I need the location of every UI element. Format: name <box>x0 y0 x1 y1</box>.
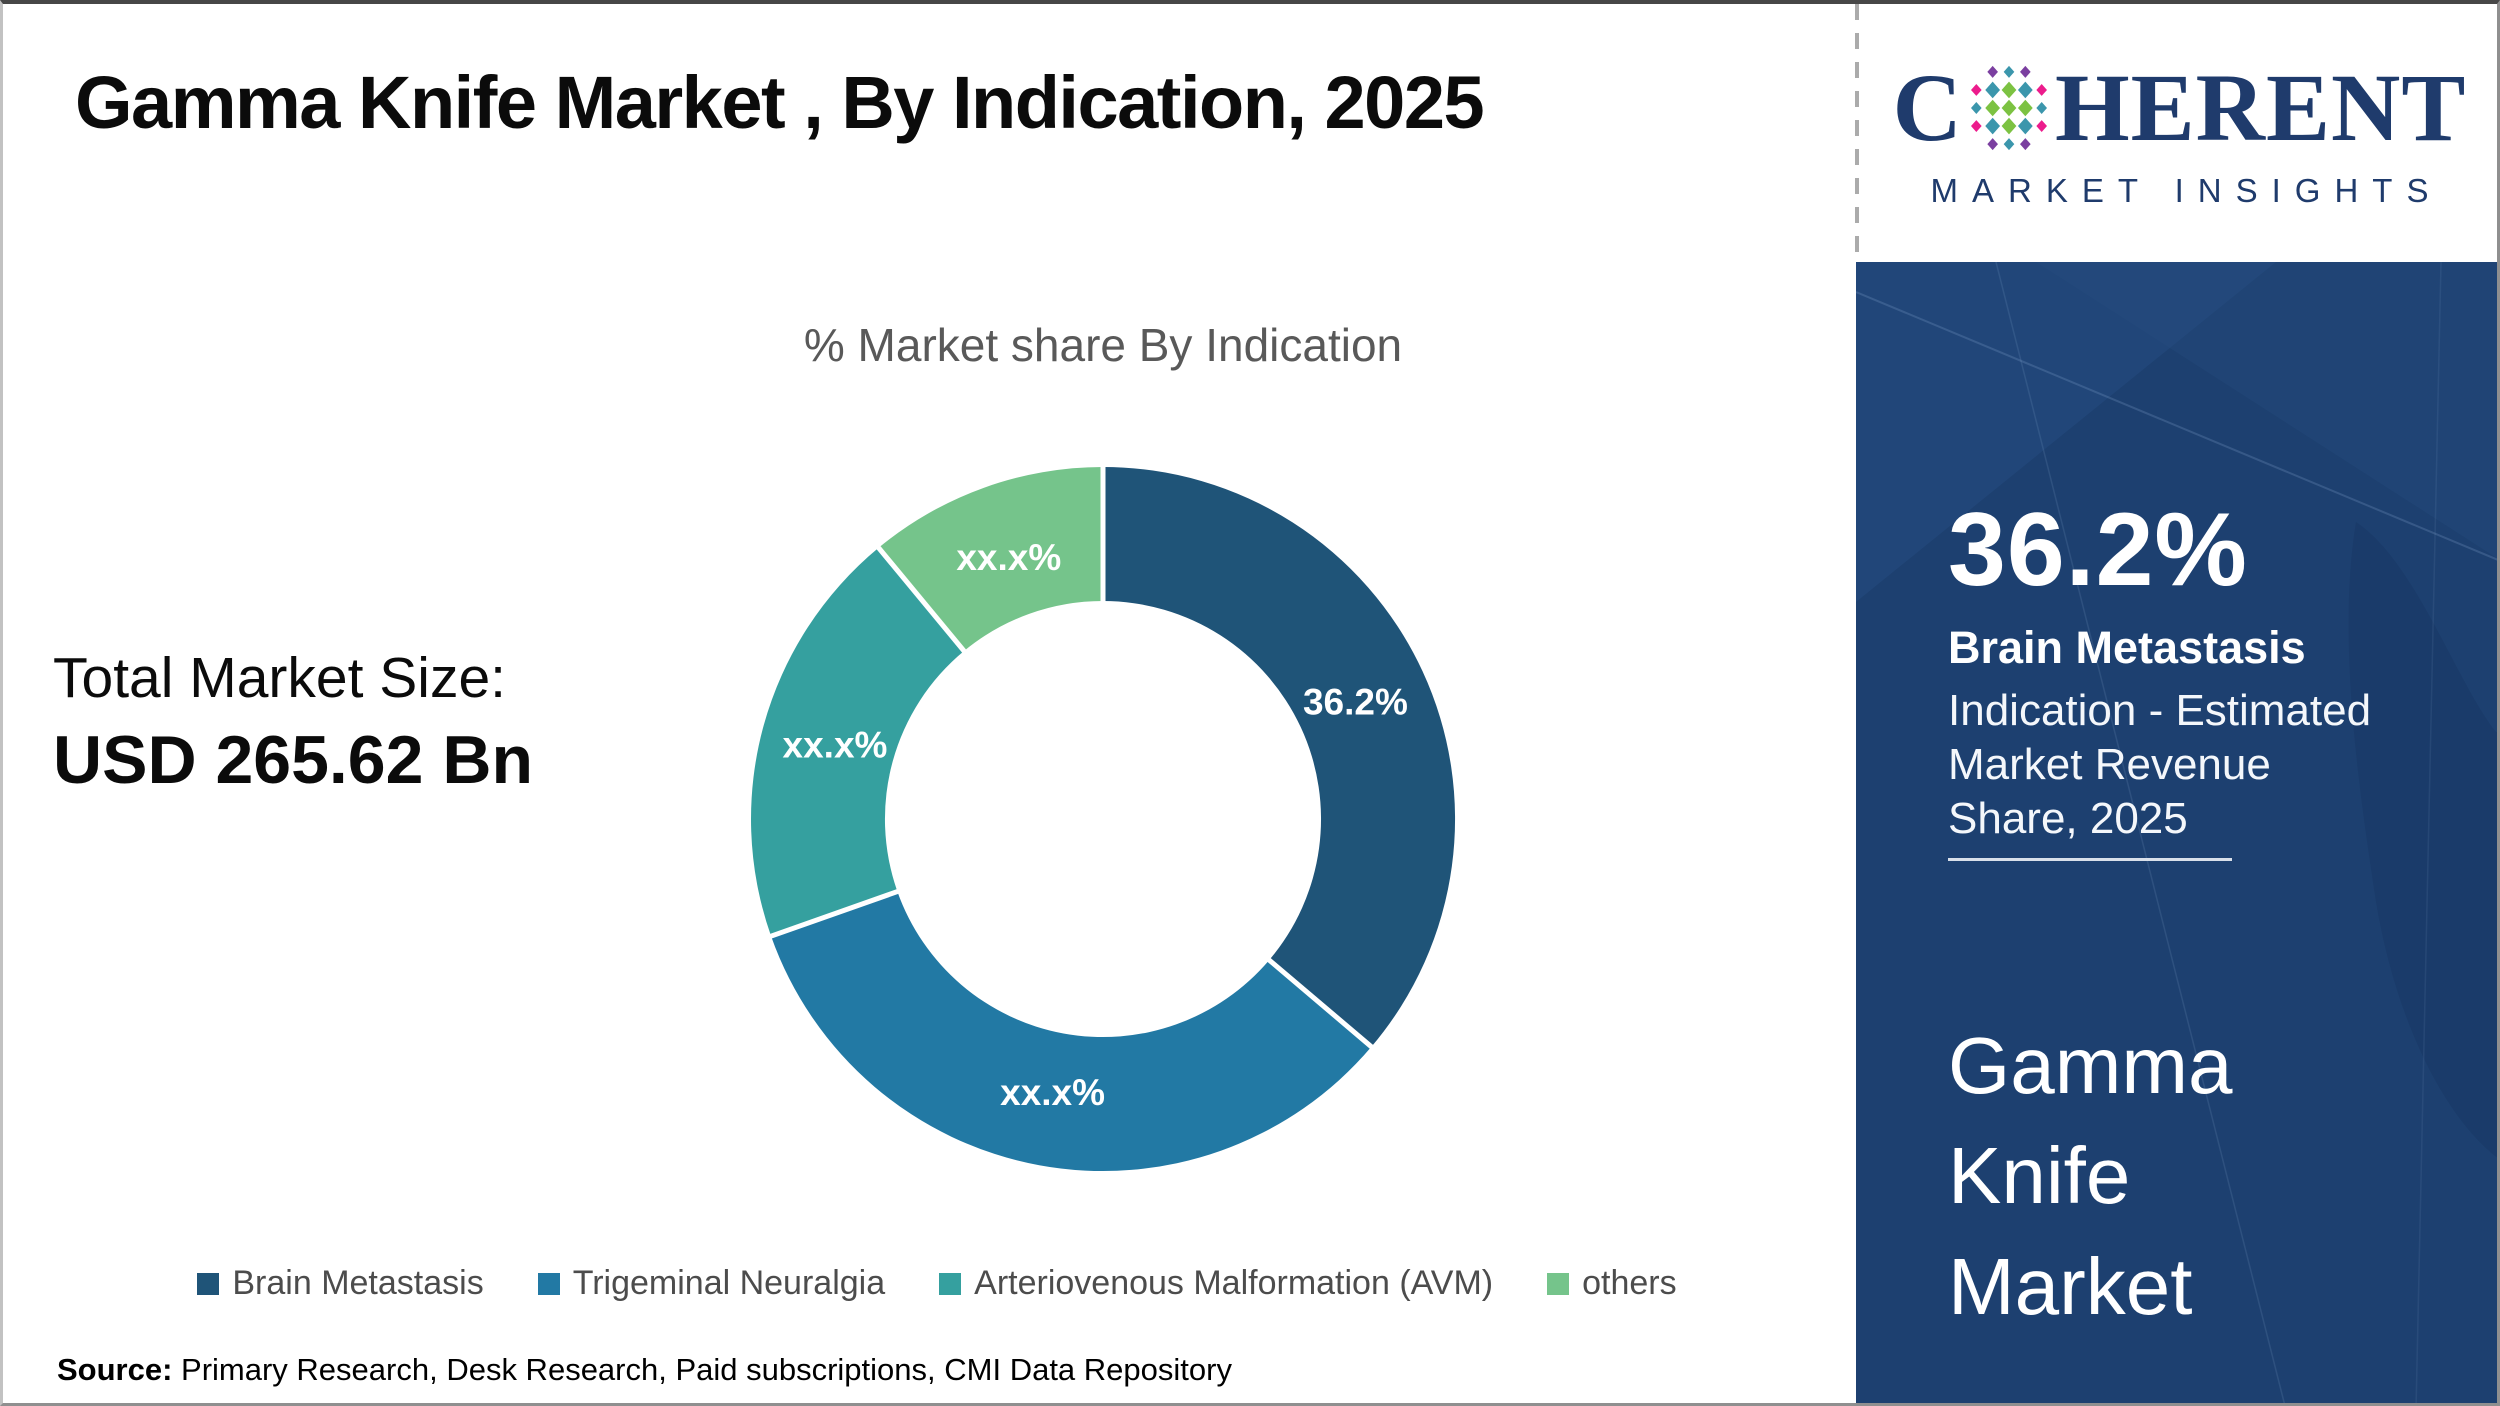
legend-swatch-brain-metastasis <box>197 1272 220 1295</box>
logo-diamond <box>2001 81 2017 99</box>
donut-segment-others <box>878 467 1103 651</box>
legend-label-trigeminal-neuralgia: Trigeminal Neuralgia <box>572 1264 886 1302</box>
sidebar-map-texture <box>1856 262 2497 1403</box>
page-title: Gamma Knife Market , By Indication, 2025 <box>75 61 1485 144</box>
logo-diamond <box>1985 99 2001 117</box>
logo-diamond <box>2019 138 2031 151</box>
logo-diamond <box>2019 65 2031 78</box>
donut-segment-trigeminal-neuralgia <box>771 891 1372 1172</box>
logo-diamond <box>2017 99 2033 117</box>
logo-wordmark: C HERENT <box>1893 56 2467 160</box>
donut-label-arteriovenous-malformation-avm: xx.x% <box>783 724 888 765</box>
logo-diamond <box>1970 102 1982 114</box>
logo-diamond <box>1970 83 1982 96</box>
sidebar-divider-line <box>1948 857 2232 861</box>
donut-label-brain-metastasis: 36.2% <box>1303 682 1408 723</box>
donut-segment-separator <box>768 887 903 940</box>
legend-swatch-others <box>1547 1272 1570 1295</box>
legend-label-brain-metastasis: Brain Metastasis <box>232 1264 484 1302</box>
logo-diamond <box>2001 117 2017 135</box>
sidebar-stat-description: Indication - Estimated Market Revenue Sh… <box>1948 685 2372 843</box>
logo-letters-rest: HERENT <box>2054 54 2467 161</box>
donut-label-others: xx.x% <box>956 537 1061 578</box>
logo-diamond <box>1987 138 1998 151</box>
chart-title: % Market share By Indication <box>803 319 1403 371</box>
logo-diamond <box>1987 65 1998 78</box>
logo-subtitle: MARKET INSIGHTS <box>1930 172 2443 209</box>
legend-swatch-trigeminal-neuralgia <box>537 1272 560 1295</box>
logo-diamond <box>2036 120 2047 133</box>
donut-segment-separator <box>875 544 970 657</box>
legend-label-others: others <box>1582 1264 1677 1302</box>
logo-diamond <box>2036 102 2047 114</box>
source-label: Source: <box>57 1352 173 1387</box>
donut-segment-arteriovenous-malformation-avm <box>751 547 964 937</box>
sidebar-panel-title: Gamma Knife Market <box>1948 1020 2233 1331</box>
source-text: Primary Research, Desk Research, Paid su… <box>172 1352 1232 1387</box>
logo-diamond <box>2036 83 2047 96</box>
sidebar-content: 36.2% Brain Metastasis Indication - Esti… <box>1948 498 2428 1342</box>
logo-diamond <box>1985 81 2001 99</box>
total-market-size-block: Total Market Size: USD 265.62 Bn <box>53 644 533 802</box>
logo-diamond <box>1970 120 1982 133</box>
legend-item-arteriovenous-malformation-avm: Arteriovenous Malformation (AVM) <box>939 1264 1493 1303</box>
legend-swatch-arteriovenous-malformation-avm <box>939 1272 962 1295</box>
legend-item-others: others <box>1547 1264 1677 1303</box>
logo-diamond <box>2001 99 2017 117</box>
total-market-size-label: Total Market Size: <box>53 646 506 710</box>
donut-label-trigeminal-neuralgia: xx.x% <box>1000 1072 1105 1113</box>
logo-diamond <box>1985 117 2001 135</box>
company-logo: C HERENT MARKET INSIGHTS <box>1859 4 2497 262</box>
legend-item-trigeminal-neuralgia: Trigeminal Neuralgia <box>537 1264 886 1303</box>
total-market-size-value: USD 265.62 Bn <box>53 722 533 799</box>
chart-legend: Brain Metastasis Trigeminal Neuralgia Arte… <box>31 1264 1843 1303</box>
legend-label-arteriovenous-malformation-avm: Arteriovenous Malformation (AVM) <box>974 1264 1494 1302</box>
dashed-divider <box>1855 4 1859 262</box>
sidebar-stat-value: 36.2% <box>1948 492 2248 608</box>
donut-segment-brain-metastasis <box>1103 467 1456 1047</box>
donut-chart: 36.2% xx.x% xx.x% xx.x% <box>751 465 1456 1172</box>
logo-diamond <box>2003 138 2015 151</box>
logo-diamond <box>2003 65 2015 78</box>
source-line: Source: Primary Research, Desk Research,… <box>57 1352 1232 1388</box>
donut-segment-separator <box>1263 954 1375 1050</box>
legend-item-brain-metastasis: Brain Metastasis <box>197 1264 484 1303</box>
logo-diamond <box>2017 81 2033 99</box>
logo-diamond-globe-icon <box>1970 65 2047 151</box>
logo-letter-c: C <box>1892 54 1963 161</box>
highlight-sidebar: 36.2% Brain Metastasis Indication - Esti… <box>1856 262 2497 1403</box>
sidebar-stat-label: Brain Metastasis <box>1948 622 2306 673</box>
logo-diamond <box>2017 117 2033 135</box>
